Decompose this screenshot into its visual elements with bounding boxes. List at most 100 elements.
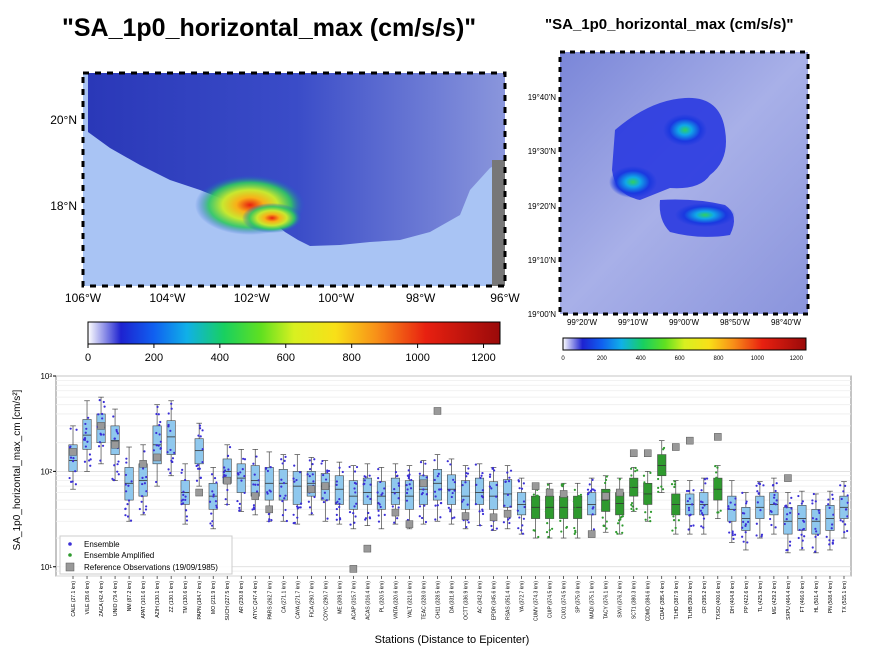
ensemble-point <box>251 508 254 511</box>
ensemble-point <box>152 449 156 452</box>
ensemble-point <box>562 498 566 501</box>
ensemble-point <box>138 507 141 511</box>
ensemble-point <box>504 480 507 483</box>
box-octt <box>461 465 471 530</box>
iqr-box <box>82 419 92 450</box>
ensemble-point <box>97 413 100 416</box>
reference-observation <box>503 509 512 518</box>
x-tick-label: CA (271.1 km) <box>281 581 287 613</box>
ensemble-point <box>145 505 148 508</box>
ensemble-point <box>700 525 703 528</box>
box-dh <box>727 480 737 543</box>
ensemble-point <box>488 485 492 488</box>
ensemble-point <box>354 515 357 518</box>
ensemble-point <box>265 467 268 470</box>
ensemble-point <box>634 470 637 473</box>
ensemble-point <box>213 477 217 480</box>
ensemble-point <box>159 447 162 450</box>
ensemble-point <box>116 463 119 466</box>
ensemble-point <box>222 471 225 474</box>
box-atyc <box>250 449 260 516</box>
ensemble-point <box>141 482 144 486</box>
ensemble-point <box>210 512 213 515</box>
ensemble-point <box>802 520 806 523</box>
ensemble-point <box>714 489 718 492</box>
ensemble-point <box>140 494 144 498</box>
ensemble-point <box>296 516 299 519</box>
ensemble-point <box>310 512 313 515</box>
x-tick-label: FT (466.0 km) <box>800 581 806 613</box>
y-tick-label: 10² <box>40 467 52 476</box>
ensemble-point <box>550 504 553 507</box>
ensemble-point <box>815 530 818 533</box>
ensemble-point <box>171 457 175 460</box>
iqr-box <box>432 469 442 501</box>
ensemble-point <box>201 460 204 464</box>
ensemble-point <box>579 493 583 496</box>
ensemble-point <box>68 476 71 480</box>
ensemble-point <box>292 477 295 480</box>
ensemble-point <box>113 464 116 467</box>
x-tick-label: TLHB (390.3 km) <box>688 581 694 619</box>
ensemble-point <box>450 495 453 499</box>
x-tick-label: DH (404.8 km) <box>730 581 736 614</box>
ensemble-point <box>785 549 788 552</box>
ensemble-point <box>686 499 689 503</box>
ensemble-point <box>446 460 449 463</box>
iqr-box <box>292 471 302 505</box>
ensemble-point <box>816 533 820 536</box>
ensemble-point <box>818 511 821 515</box>
x-tick-label: DA (331.8 km) <box>449 581 455 613</box>
ensemble-point <box>605 475 608 478</box>
ensemble-point <box>299 502 303 505</box>
ensemble-point <box>474 463 477 466</box>
ensemble-point <box>226 454 230 457</box>
ensemble-point <box>323 491 326 494</box>
ensemble-point <box>158 423 161 427</box>
ensemble-point <box>243 491 246 495</box>
ensemble-point <box>491 528 494 531</box>
x-tick-label: CUIP (374.5 km) <box>548 581 554 618</box>
ensemble-point <box>97 445 101 448</box>
ensemble-point <box>348 510 352 514</box>
ensemble-point <box>475 483 478 487</box>
x-tick-label: TXSO (400.6 km) <box>716 581 722 620</box>
x-tick-label: ACAS (316.4 km) <box>365 581 371 620</box>
ensemble-point <box>562 508 565 511</box>
ensemble-point <box>811 502 814 505</box>
ensemble-point <box>313 458 316 461</box>
ensemble-point <box>98 399 101 402</box>
ensemble-point <box>155 431 158 435</box>
ensemble-point <box>831 497 834 500</box>
ensemble-point <box>842 490 845 493</box>
ensemble-point <box>687 506 691 509</box>
ensemble-point <box>237 473 240 476</box>
ensemble-point <box>843 531 846 534</box>
ensemble-point <box>312 480 315 483</box>
ensemble-point <box>635 507 638 510</box>
ensemble-point <box>742 520 745 523</box>
ensemble-point <box>85 427 88 430</box>
ensemble-point <box>621 524 624 527</box>
ensemble-point <box>369 497 372 501</box>
reference-observation <box>784 474 792 482</box>
ensemble-point <box>784 504 788 507</box>
x-tick-label: CR (395.2 km) <box>702 581 708 614</box>
ensemble-point <box>144 508 148 511</box>
ensemble-point <box>170 407 173 410</box>
ensemble-point <box>755 522 758 525</box>
ensemble-point <box>575 510 578 513</box>
ensemble-point <box>170 402 173 405</box>
ensemble-point <box>98 441 102 444</box>
ensemble-point <box>790 507 793 510</box>
ensemble-point <box>715 476 718 479</box>
ensemble-point <box>74 483 77 486</box>
ensemble-point <box>572 500 575 503</box>
ensemble-point <box>393 488 396 491</box>
lon-label: 98°W <box>406 291 436 305</box>
reference-observation <box>461 512 470 520</box>
ensemble-point <box>827 498 830 501</box>
ensemble-point <box>545 531 549 534</box>
ensemble-point <box>817 509 820 512</box>
box-sxpu <box>783 474 793 554</box>
